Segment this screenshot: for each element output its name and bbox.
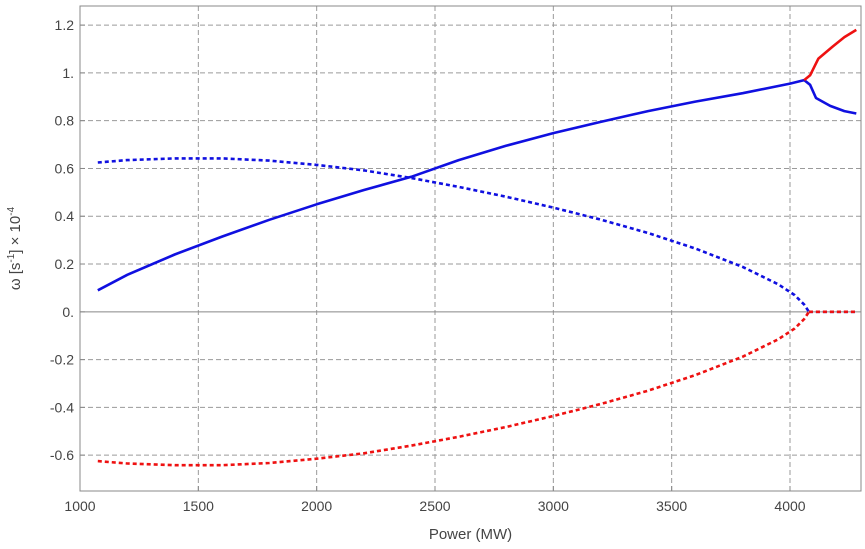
y-tick-label: 0.8 — [55, 113, 75, 129]
x-tick-label: 1500 — [183, 498, 214, 514]
series-group — [97, 28, 858, 467]
y-tick-label: -0.4 — [50, 399, 74, 415]
y-axis-label-part: ω [s — [7, 263, 24, 291]
y-tick-label: 1. — [62, 65, 74, 81]
x-tick-label: 3500 — [656, 498, 687, 514]
x-tick-label: 4000 — [774, 498, 805, 514]
y-tick-label: 1.2 — [55, 17, 75, 33]
blue-solid-series-line — [97, 78, 857, 292]
blue-dotted-series-line — [97, 157, 810, 313]
x-tick-label: 1000 — [64, 498, 95, 514]
y-axis-ticks: -0.6 -0.4 -0.2 0. 0.2 0.4 0.6 0.8 1. 1.2 — [50, 17, 85, 463]
y-tick-label: -0.2 — [50, 352, 74, 368]
x-tick-label: 2000 — [301, 498, 332, 514]
y-axis-label-sup: -1 — [6, 253, 17, 262]
x-tick-label: 3000 — [538, 498, 569, 514]
red-dotted-series-line — [97, 311, 810, 467]
x-axis-label: Power (MW) — [429, 526, 512, 543]
y-tick-label: 0.6 — [55, 160, 75, 176]
red-solid-series-line — [803, 28, 857, 82]
grid — [80, 6, 861, 491]
y-tick-label: 0. — [62, 304, 74, 320]
x-axis-ticks: 1000 1500 2000 2500 3000 3500 4000 — [64, 486, 806, 514]
y-tick-label: -0.6 — [50, 447, 74, 463]
y-tick-label: 0.4 — [55, 208, 75, 224]
y-tick-label: 0.2 — [55, 256, 75, 272]
y-axis-label: ω [s-1] × 10-4 — [6, 206, 24, 290]
y-axis-label-part: ] × 10 — [7, 216, 24, 254]
y-axis-label-sup: -4 — [6, 206, 17, 215]
x-tick-label: 2500 — [419, 498, 450, 514]
plot-frame — [79, 5, 862, 492]
